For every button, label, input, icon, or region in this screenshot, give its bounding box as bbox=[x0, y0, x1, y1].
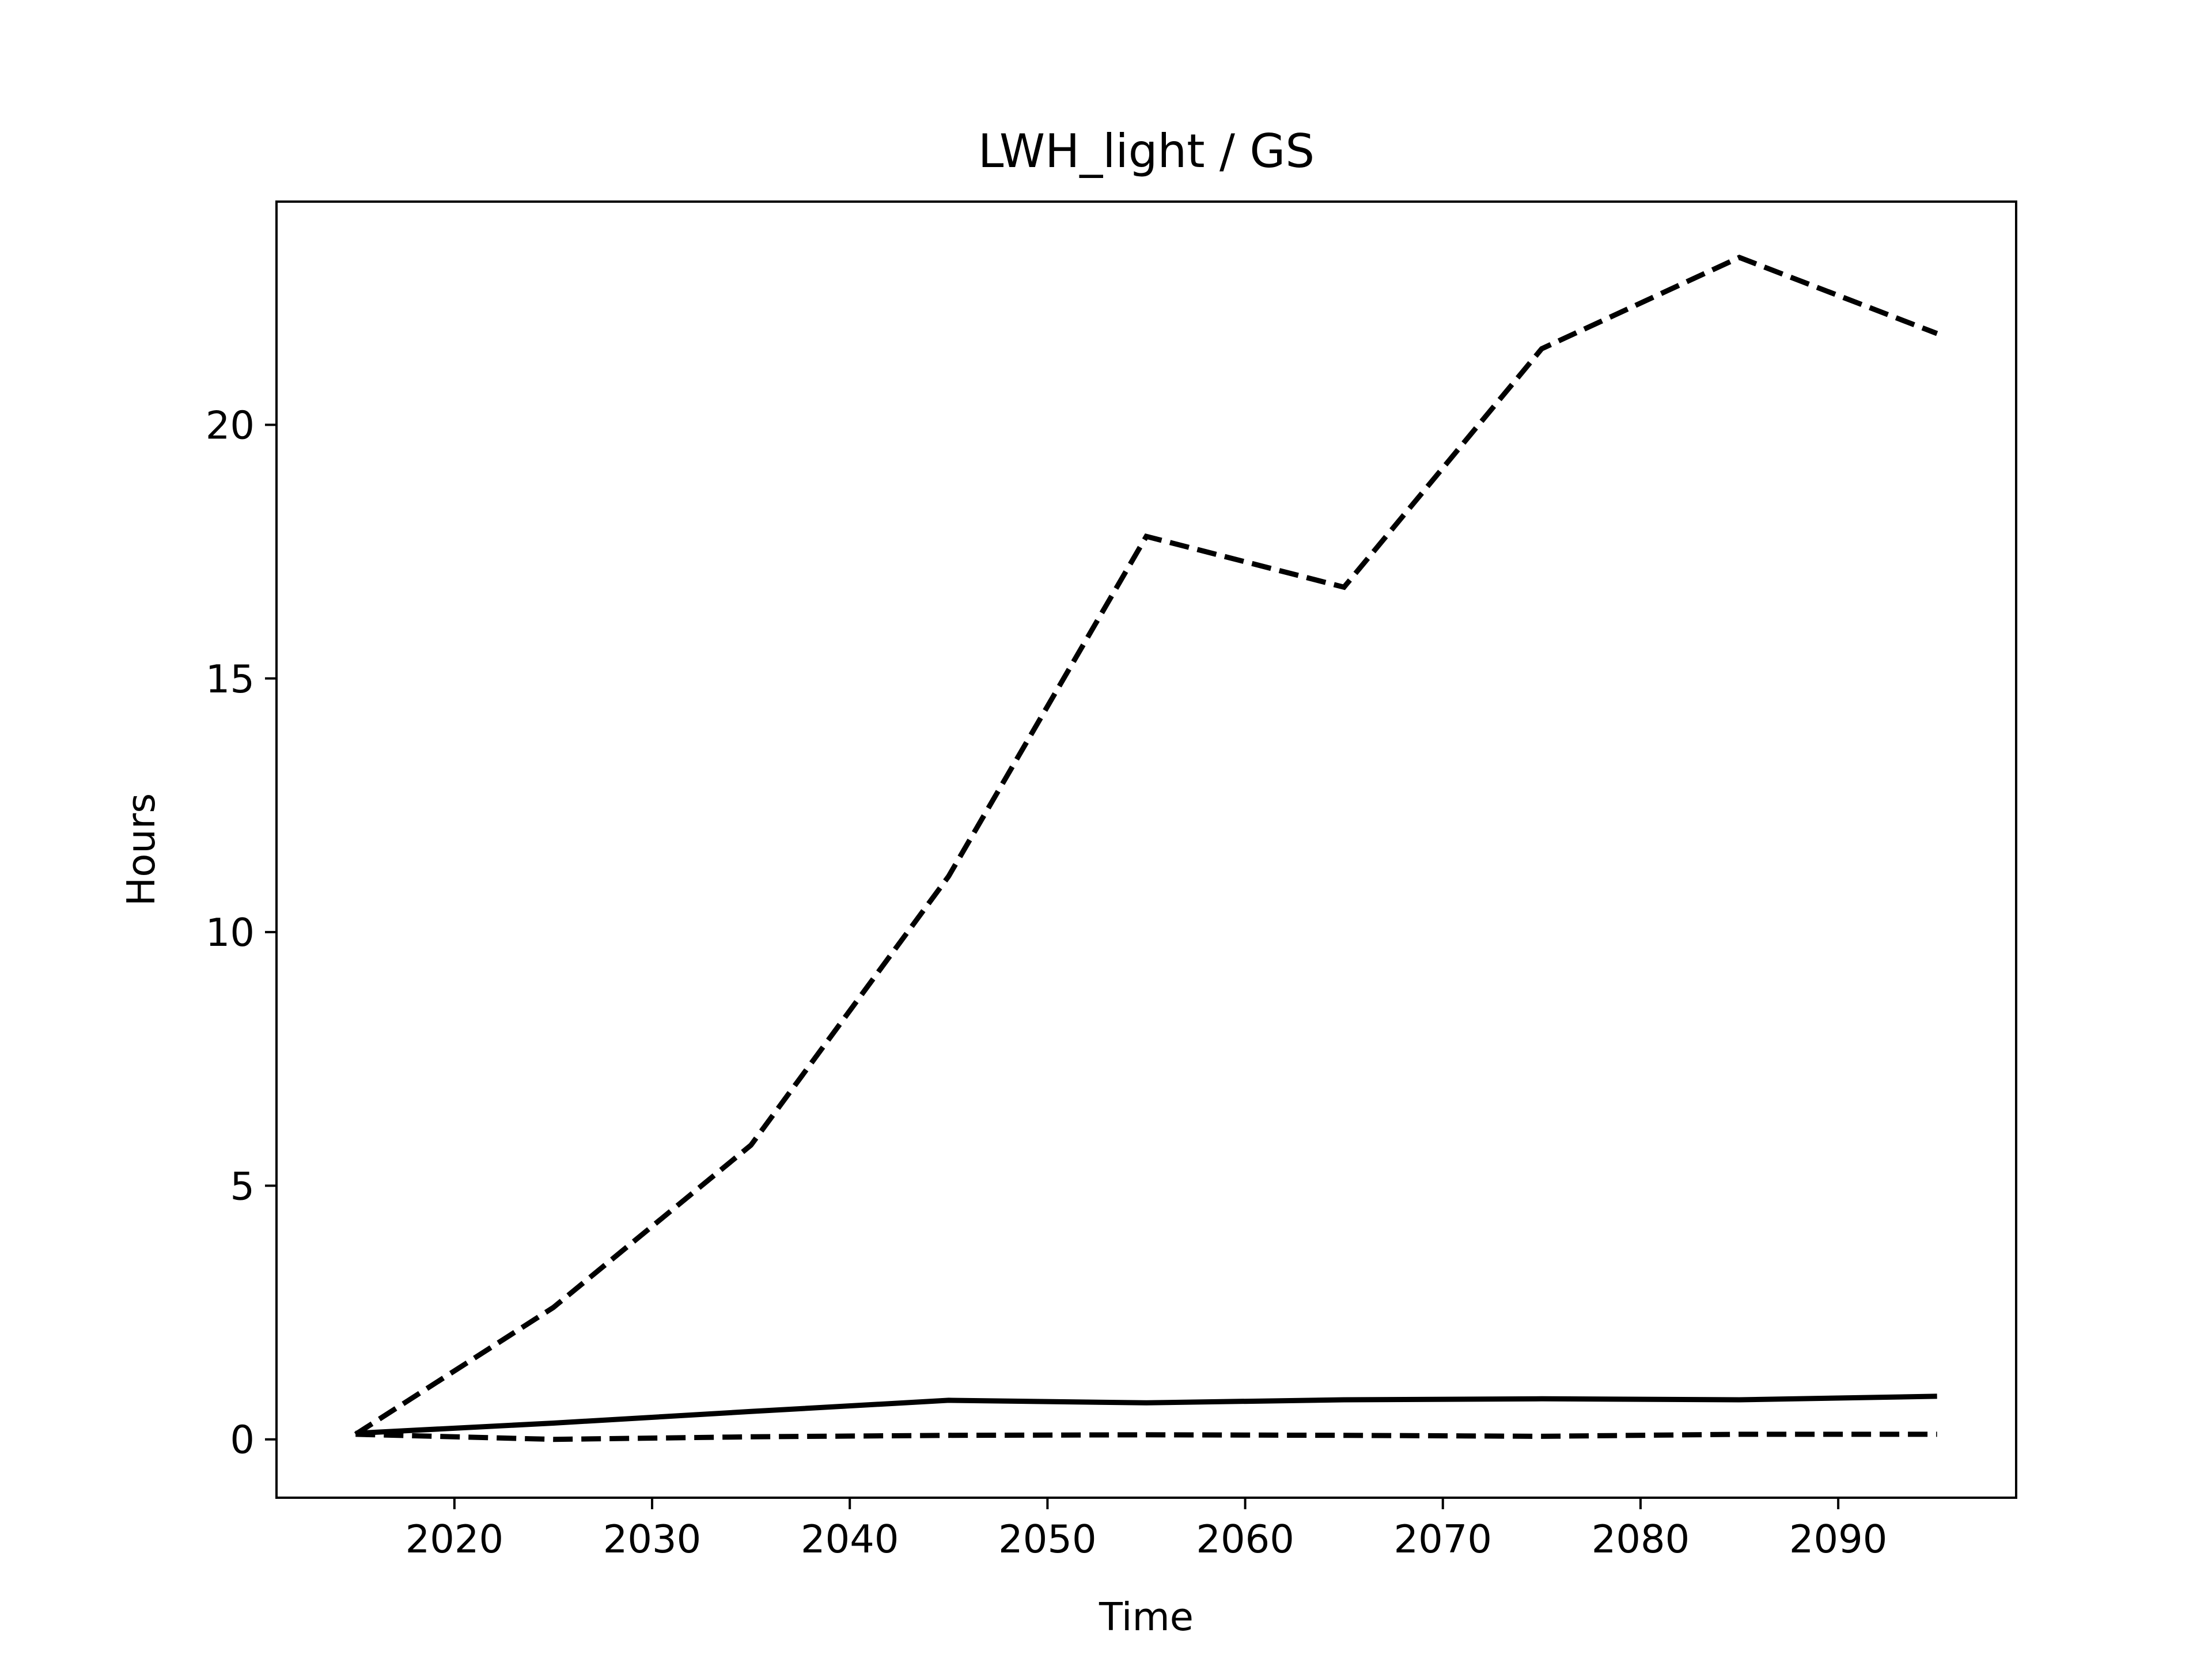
x-tick-label: 2070 bbox=[1394, 1517, 1493, 1562]
y-tick-label: 10 bbox=[206, 910, 255, 955]
x-tick-label: 2020 bbox=[406, 1517, 504, 1562]
series-group bbox=[354, 255, 1938, 1442]
y-tick-label: 0 bbox=[230, 1418, 255, 1463]
x-tick-label: 2060 bbox=[1196, 1517, 1294, 1562]
series-line-2 bbox=[355, 1393, 1937, 1436]
series-line-3 bbox=[355, 1431, 1937, 1442]
x-tick-label: 2040 bbox=[801, 1517, 899, 1562]
y-tick-label: 5 bbox=[230, 1164, 255, 1209]
series-line-1 bbox=[354, 255, 1938, 1437]
y-tick-label: 15 bbox=[206, 657, 255, 702]
x-axis-label: Time bbox=[1099, 1594, 1194, 1639]
chart-title: LWH_light / GS bbox=[978, 124, 1315, 178]
x-tick-label: 2080 bbox=[1592, 1517, 1690, 1562]
axis-ticks: 2020 2030 2040 2050 2060 2070 2080 2090 0 5 10 15 20 bbox=[206, 403, 1888, 1562]
plot-area-frame bbox=[275, 200, 2017, 1499]
x-tick-label: 2090 bbox=[1789, 1517, 1888, 1562]
x-tick-label: 2030 bbox=[603, 1517, 702, 1562]
x-tick-label: 2050 bbox=[998, 1517, 1097, 1562]
y-tick-label: 20 bbox=[206, 403, 255, 448]
y-axis-label: Hours bbox=[119, 793, 164, 906]
